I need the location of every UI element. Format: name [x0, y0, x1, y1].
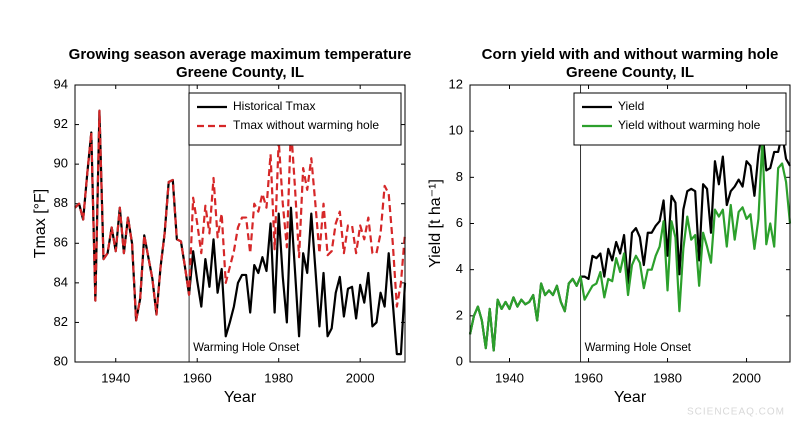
legend-label: Historical Tmax: [233, 99, 315, 113]
x-tick-label: 1960: [574, 370, 603, 385]
chart-title: Growing season average maximum temperatu…: [69, 46, 412, 63]
chart-subtitle: Greene County, IL: [566, 64, 694, 81]
chart-subtitle: Greene County, IL: [176, 64, 304, 81]
chart-title: Corn yield with and without warming hole: [482, 46, 779, 63]
axes-frame: [469, 84, 791, 363]
legend-box: [573, 92, 787, 146]
y-tick-label: 82: [54, 314, 68, 329]
axes-frame: [74, 84, 406, 363]
legend-label: Yield without warming hole: [618, 118, 761, 132]
y-tick-label: 0: [456, 353, 463, 368]
series-line: [468, 139, 792, 352]
y-tick-label: 80: [54, 353, 68, 368]
y-tick-label: 6: [456, 215, 463, 230]
annotation: Warming Hole Onset: [193, 342, 300, 354]
y-tick-label: 4: [456, 261, 463, 276]
y-tick-label: 12: [449, 76, 463, 91]
y-axis-label: Tmax [°F]: [32, 189, 49, 259]
x-axis-label: Year: [614, 389, 647, 406]
legend-box: [188, 92, 402, 146]
x-tick-label: 2000: [732, 370, 761, 385]
y-tick-label: 2: [456, 307, 463, 322]
series-line: [468, 130, 791, 352]
x-tick-label: 1940: [495, 370, 524, 385]
x-tick-label: 2000: [346, 370, 375, 385]
series-line: [74, 109, 407, 356]
y-tick-label: 90: [54, 156, 68, 171]
y-axis-label: Yield [t ha⁻¹]: [427, 179, 444, 268]
annotation: Warming Hole Onset: [585, 342, 692, 354]
legend-label: Yield: [618, 99, 644, 113]
y-tick-label: 10: [449, 123, 463, 138]
watermark: SCIENCEAQ.COM: [687, 407, 785, 418]
y-tick-label: 88: [54, 195, 68, 210]
y-tick-label: 8: [456, 169, 463, 184]
x-axis-label: Year: [224, 389, 257, 406]
y-tick-label: 86: [54, 235, 68, 250]
y-tick-label: 94: [54, 76, 68, 91]
legend-label: Tmax without warming hole: [233, 118, 379, 132]
x-tick-label: 1960: [183, 370, 212, 385]
x-tick-label: 1980: [264, 370, 293, 385]
x-tick-label: 1980: [653, 370, 682, 385]
y-tick-label: 84: [54, 274, 68, 289]
x-tick-label: 1940: [101, 370, 130, 385]
y-tick-label: 92: [54, 116, 68, 131]
